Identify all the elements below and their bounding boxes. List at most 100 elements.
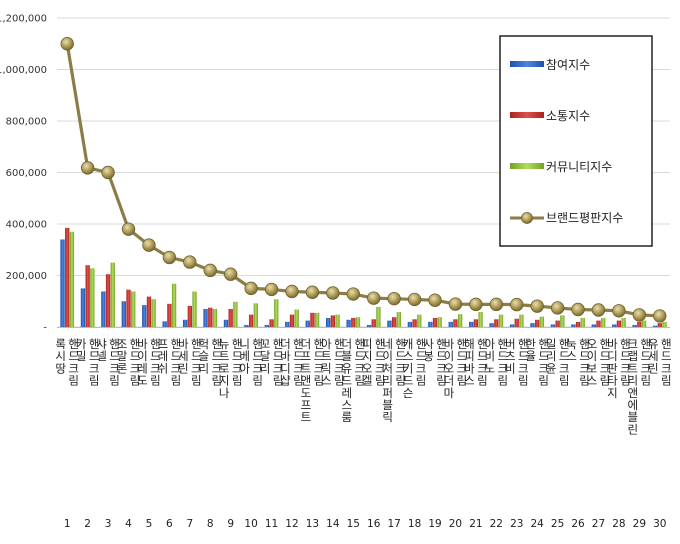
rank-label: 25 bbox=[551, 518, 564, 530]
bar-커뮤니티지수-12 bbox=[294, 309, 299, 327]
bar-참여지수-18 bbox=[407, 321, 413, 327]
category-label: 해 피 바 스핸 드 크 림 bbox=[464, 337, 488, 388]
bar-참여지수-4 bbox=[121, 301, 126, 327]
rank-label: 12 bbox=[285, 518, 298, 530]
bar-커뮤니티지수-21 bbox=[478, 312, 483, 327]
bar-소통지수-5 bbox=[146, 296, 152, 327]
line-point-12 bbox=[285, 284, 299, 299]
bar-커뮤니티지수-15 bbox=[355, 317, 361, 327]
rank-label: 27 bbox=[592, 518, 605, 530]
rank-label: 21 bbox=[469, 518, 482, 530]
bar-커뮤니티지수-20 bbox=[458, 314, 463, 327]
bar-소통지수-27 bbox=[596, 320, 601, 327]
y-tick-label: 1,000,000 bbox=[0, 65, 47, 76]
bar-소통지수-21 bbox=[473, 319, 479, 327]
bar-커뮤니티지수-29 bbox=[641, 320, 647, 327]
category-label: 꼬 달 리핸 드 크 림 bbox=[260, 337, 284, 388]
rank-label: 7 bbox=[186, 518, 193, 530]
line-point-4 bbox=[121, 222, 136, 236]
bar-커뮤니티지수-23 bbox=[519, 314, 524, 327]
line-point-22 bbox=[489, 297, 504, 312]
category-label: 카 밀핸 드 크 림 bbox=[76, 337, 100, 388]
rank-label: 20 bbox=[449, 518, 462, 530]
bar-커뮤니티지수-30 bbox=[662, 321, 667, 327]
bar-소통지수-25 bbox=[555, 320, 560, 327]
bar-소통지수-24 bbox=[535, 319, 540, 327]
category-label: 바 이 오 더 마핸 드 크 림 bbox=[444, 337, 468, 400]
bar-커뮤니티지수-18 bbox=[417, 314, 422, 327]
rank-label: 13 bbox=[306, 518, 319, 530]
x-axis: 록 시 땅핸 드 크 림 1 카 밀핸 드 크 림 2 샤 넬핸 드 크 림 3 조 말 론핸 드 크 림 4 바 이 레 도핸 드 크 림 5 프… bbox=[55, 327, 672, 530]
bar-참여지수-8 bbox=[203, 308, 208, 327]
bar-소통지수-7 bbox=[187, 305, 192, 327]
bar-참여지수-1 bbox=[60, 239, 65, 327]
category-label: 유 세 린핸 드 크 림 bbox=[648, 337, 672, 388]
bar-참여지수-13 bbox=[305, 320, 310, 327]
bar-참여지수-19 bbox=[428, 321, 433, 327]
y-axis: 1,200,000 1,000,000 800,000 600,000 400,000 2… bbox=[0, 14, 47, 334]
category-label: 샤 넬핸 드 크 림 bbox=[96, 337, 120, 388]
bar-커뮤니티지수-25 bbox=[560, 315, 565, 327]
line-point-11 bbox=[264, 282, 279, 297]
y-tick-label: 600,000 bbox=[6, 168, 47, 179]
rank-label: 9 bbox=[227, 518, 234, 530]
bar-커뮤니티지수-14 bbox=[335, 314, 340, 327]
rank-label: 28 bbox=[612, 518, 625, 530]
rank-label: 1 bbox=[64, 518, 71, 530]
rank-label: 11 bbox=[265, 518, 278, 530]
bar-참여지수-28 bbox=[612, 324, 617, 327]
bar-커뮤니티지수-10 bbox=[253, 303, 258, 327]
bar-소통지수-22 bbox=[494, 319, 499, 327]
y-tick-label: - bbox=[43, 323, 47, 334]
category-label: 뉴 트 로 지 나핸 드 크 림 bbox=[219, 337, 243, 400]
bar-소통지수-2 bbox=[85, 265, 90, 327]
bar-참여지수-24 bbox=[530, 323, 535, 327]
bar-참여지수-7 bbox=[182, 319, 188, 327]
line-point-20 bbox=[448, 297, 463, 311]
legend-box bbox=[499, 35, 653, 247]
line-point-8 bbox=[203, 263, 217, 278]
rank-label: 22 bbox=[490, 518, 503, 530]
line-point-1 bbox=[60, 37, 74, 51]
category-label: 눅 스핸 드 크 림 bbox=[566, 337, 590, 388]
bar-참여지수-22 bbox=[489, 323, 494, 327]
bar-커뮤니티지수-13 bbox=[314, 312, 320, 327]
rank-label: 2 bbox=[84, 518, 91, 530]
y-tick-label: 400,000 bbox=[6, 220, 47, 231]
category-label: 조 말 론핸 드 크 림 bbox=[117, 337, 141, 388]
bar-참여지수-26 bbox=[571, 324, 576, 327]
rank-label: 10 bbox=[244, 518, 257, 530]
line-point-25 bbox=[550, 301, 565, 315]
bar-참여지수-14 bbox=[326, 317, 331, 327]
rank-label: 5 bbox=[146, 518, 153, 530]
line-point-19 bbox=[428, 293, 442, 307]
bar-참여지수-30 bbox=[652, 325, 658, 327]
bar-소통지수-3 bbox=[105, 274, 111, 327]
y-tick-label: 1,200,000 bbox=[0, 14, 47, 25]
bar-커뮤니티지수-19 bbox=[437, 317, 442, 327]
line-point-13 bbox=[305, 285, 320, 299]
legend-marker bbox=[521, 212, 533, 224]
bar-소통지수-28 bbox=[616, 320, 622, 327]
category-label: 크 랩 트 리 앤 에 블 린핸 드 크 림 bbox=[628, 337, 652, 436]
bar-참여지수-5 bbox=[142, 305, 147, 327]
line-point-30 bbox=[653, 309, 667, 323]
bar-소통지수-23 bbox=[514, 318, 519, 327]
legend-label: 커뮤니티지수 bbox=[546, 160, 612, 174]
bar-커뮤니티지수-4 bbox=[131, 291, 136, 327]
rank-label: 6 bbox=[166, 518, 173, 530]
category-label: 아 트 릭 스핸 드 크 림 bbox=[321, 337, 345, 388]
legend-label: 참여지수 bbox=[546, 58, 590, 72]
line-series bbox=[60, 37, 667, 323]
bar-소통지수-9 bbox=[228, 308, 233, 327]
category-label: 버 츠 비핸 드 크 림 bbox=[505, 337, 529, 388]
bar-소통지수-1 bbox=[65, 227, 70, 327]
category-label: 바 이 레 도핸 드 크 림 bbox=[137, 337, 161, 388]
line-point-17 bbox=[387, 291, 401, 306]
bar-소통지수-4 bbox=[126, 289, 131, 327]
bar-소통지수-20 bbox=[453, 319, 458, 327]
bar-참여지수-6 bbox=[162, 321, 167, 327]
bar-소통지수-30 bbox=[657, 323, 662, 327]
bar-소통지수-10 bbox=[248, 314, 254, 327]
